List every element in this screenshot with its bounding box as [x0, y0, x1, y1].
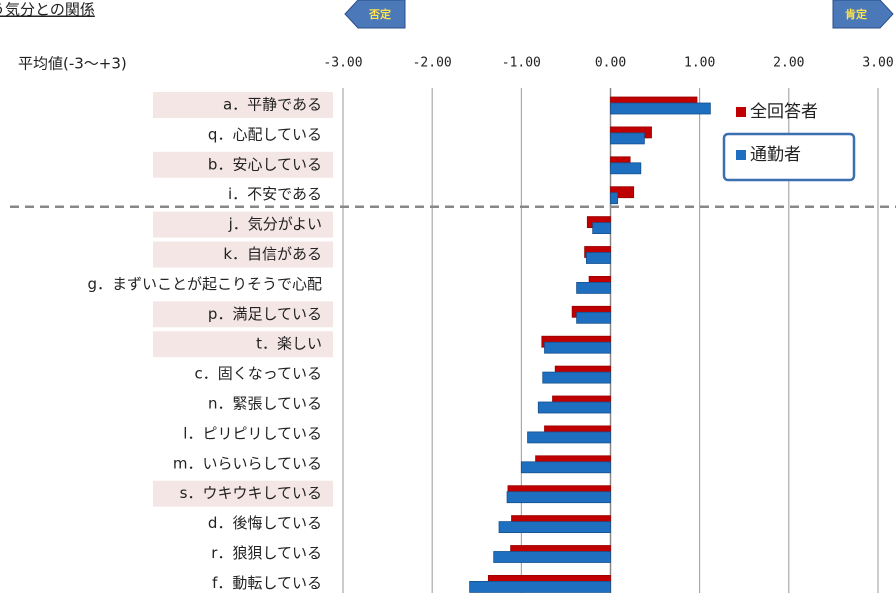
bar	[542, 371, 611, 384]
bar	[610, 186, 635, 199]
bar	[610, 132, 645, 145]
label-highlight	[153, 151, 333, 178]
bar	[544, 341, 611, 354]
y-tick-label: g．まずいことが起こりそうで心配	[87, 275, 322, 293]
negative-label: 否定	[368, 7, 391, 21]
chart-title: う気分との関係	[0, 1, 95, 19]
y-tick-label: j．気分がよい	[228, 215, 322, 233]
legend-swatch	[736, 150, 746, 160]
legend-label: 通勤者	[750, 145, 801, 165]
label-highlight	[153, 241, 333, 268]
bar	[493, 551, 611, 563]
bar	[592, 222, 611, 235]
legend-label: 全回答者	[750, 102, 818, 122]
y-tick-label: s．ウキウキしている	[180, 484, 322, 502]
positive-arrow	[832, 0, 894, 29]
y-tick-label: r．狼狽している	[211, 544, 322, 562]
legend-frame	[722, 132, 856, 182]
x-tick-label: 1.00	[684, 56, 715, 71]
label-highlight	[153, 211, 333, 238]
bar	[586, 252, 611, 264]
positive-label: 肯定	[845, 7, 867, 21]
bar	[576, 281, 611, 294]
negative-arrow	[344, 0, 406, 29]
label-highlight	[153, 331, 333, 358]
y-tick-label: c．固くなっている	[195, 365, 323, 383]
label-highlight	[153, 301, 333, 328]
y-tick-label: q．心配している	[208, 125, 322, 143]
y-tick-label: k．自信がある	[223, 245, 322, 263]
x-tick-label: -1.00	[502, 56, 541, 71]
bar	[537, 401, 611, 414]
bar	[576, 311, 611, 324]
x-tick-label: -2.00	[413, 56, 452, 71]
x-tick-label: 0.00	[595, 56, 626, 71]
x-tick-label: -3.00	[323, 56, 362, 71]
bar	[610, 162, 642, 175]
label-highlight	[153, 92, 333, 118]
x-tick-label: 2.00	[773, 56, 804, 71]
y-tick-label: i．不安である	[228, 185, 322, 203]
bar	[506, 491, 611, 504]
y-tick-label: m．いらいらしている	[173, 454, 322, 472]
label-highlight	[153, 480, 333, 507]
bar	[527, 431, 611, 444]
bar	[469, 581, 611, 593]
y-tick-label: b．安心している	[208, 155, 322, 173]
y-tick-label: d．後悔している	[208, 514, 322, 532]
y-tick-label: f．動転している	[212, 574, 322, 592]
bar	[498, 521, 611, 533]
x-tick-label: 3.00	[862, 56, 893, 71]
axis-label: 平均値(-3〜+3)	[18, 55, 127, 73]
y-tick-label: l．ピリピリしている	[183, 424, 322, 442]
bar	[610, 192, 619, 205]
y-tick-label: n．緊張している	[208, 395, 322, 413]
legend-swatch	[736, 107, 746, 117]
bar	[520, 461, 611, 474]
y-tick-label: t．楽しい	[256, 335, 322, 353]
y-tick-label: p．満足している	[208, 305, 322, 323]
bar	[610, 102, 711, 115]
y-tick-label: a．平静である	[223, 96, 322, 114]
